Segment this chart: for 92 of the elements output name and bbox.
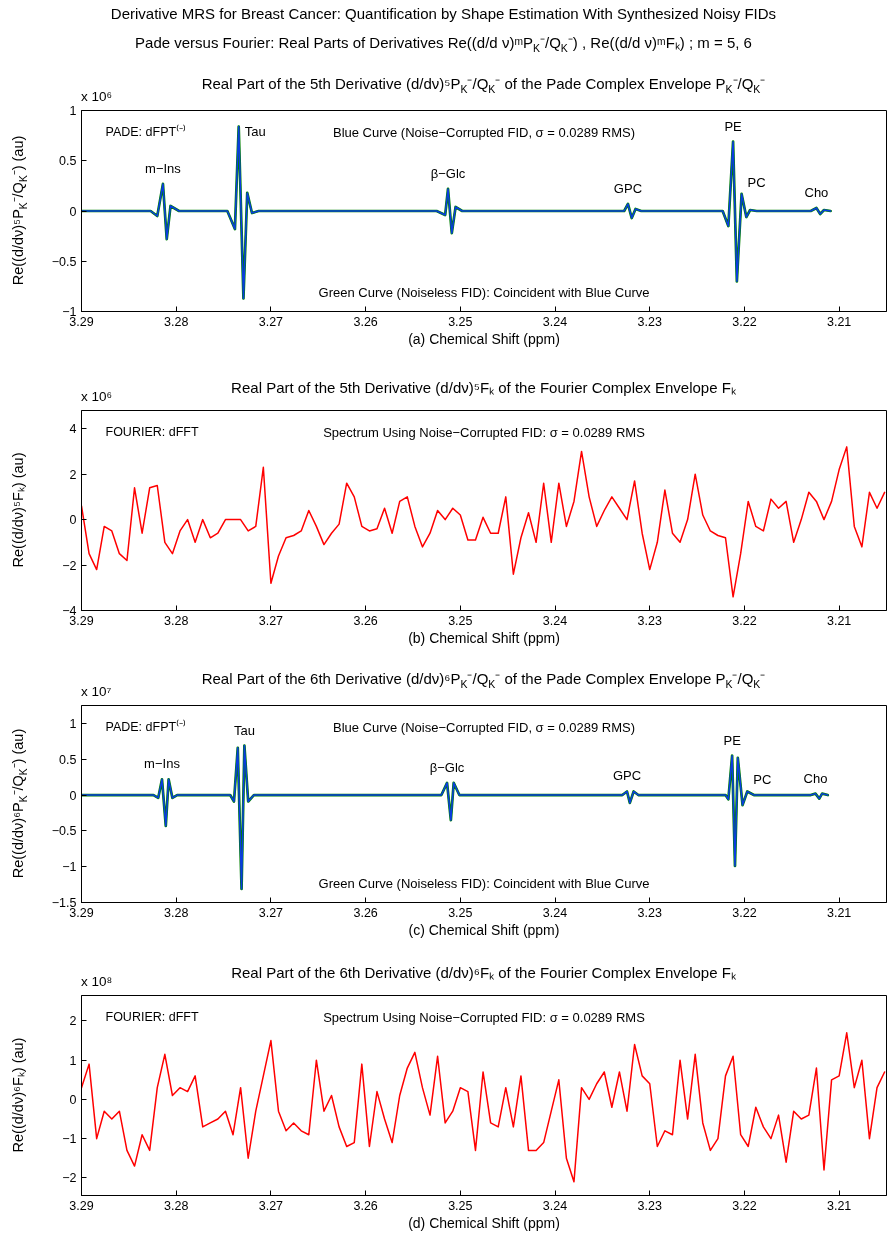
x-tick-label: 3.29 [69, 1198, 94, 1213]
x-tick-label: 3.29 [69, 613, 94, 628]
x-tick-label: 3.27 [258, 1198, 284, 1213]
annotation: PE [724, 118, 743, 134]
x-axis-title: (a) Chemical Shift (ppm) [408, 330, 560, 347]
x-tick-label: 3.23 [637, 1198, 662, 1213]
x-tick-label: 3.23 [637, 314, 662, 329]
annotation: β−Glc [429, 759, 465, 775]
x-tick-label: 3.26 [353, 314, 378, 329]
annotation: m−Ins [145, 160, 182, 176]
y-tick-label: 0 [69, 788, 77, 803]
x-tick-label: 3.27 [258, 314, 284, 329]
x-tick-label: 3.25 [448, 314, 473, 329]
x-tick-label: 3.21 [826, 314, 852, 329]
x-axis-title: (b) Chemical Shift (ppm) [408, 629, 560, 646]
x-tick-label: 3.23 [637, 613, 662, 628]
annotation: PADE: dFPT⁽⁻⁾ [105, 718, 187, 734]
annotation: m−Ins [144, 756, 181, 772]
x-tick-label: 3.25 [448, 1198, 473, 1213]
text: x 10⁸ [81, 974, 113, 990]
x-tick-label: 3.23 [637, 905, 662, 920]
text: x 10⁶ [81, 389, 113, 405]
x-tick-label: 3.21 [826, 1198, 852, 1213]
y-axis-title: Re((d/dν)⁵Fₖ) (au) [9, 451, 27, 570]
x-tick-label: 3.24 [542, 314, 568, 329]
x-tick-label: 3.29 [69, 314, 94, 329]
y-tick-label: 0 [69, 513, 77, 528]
y-axis-title: Re((d/dν)⁶Fₖ) (au) [9, 1036, 27, 1155]
annotation: FOURIER: dFFT [105, 1009, 199, 1024]
x-tick-label: 3.28 [164, 314, 189, 329]
chart-title: Derivative MRS for Breast Cancer: Quantification by Shape Estimation With Synthesized Noisy FIDs Pade versus Fourier: Real Parts of Derivatives Re((d/d ν)ᵐP$_{K}$⁻/Q$_{K}$⁻) , Re((d/d ν)ᵐFₖ) ; m = 5, 6 [109, 5, 778, 55]
annotation: β−Glc [430, 165, 466, 181]
annotation: Cho [803, 770, 828, 786]
annotation: GPC [612, 768, 642, 784]
y-tick-label: 0.5 [59, 154, 77, 169]
annotation: Spectrum Using Noise−Corrupted FID: σ = 0.0289 RMS [323, 424, 646, 440]
chart-title: Real Part of the 6th Derivative (d/dν)⁶P$_{K}$⁻/Q$_{K}$⁻ of the Pade Complex Envelope P$_{K}$⁻/Q$_{K}$⁻ [201, 670, 766, 691]
y-tick-label: −1 [62, 1132, 77, 1147]
x-tick-label: 3.26 [353, 905, 378, 920]
annotation: FOURIER: dFFT [105, 424, 199, 439]
annotation: Blue Curve (Noise−Corrupted FID, σ = 0.0289 RMS) [332, 124, 636, 140]
x-tick-label: 3.27 [258, 613, 284, 628]
x-tick-label: 3.22 [732, 314, 757, 329]
annotation: Tau [233, 722, 255, 738]
x-tick-label: 3.21 [826, 613, 852, 628]
x-tick-label: 3.24 [542, 1198, 568, 1213]
annotation: PC [747, 174, 766, 190]
chart-title: Real Part of the 6th Derivative (d/dν)⁶Fₖ of the Fourier Complex Envelope Fₖ [231, 963, 736, 981]
y-tick-label: 0 [69, 204, 77, 219]
x-tick-label: 3.26 [353, 1198, 378, 1213]
x-tick-label: 3.26 [353, 613, 378, 628]
text: x 10⁷ [81, 684, 112, 700]
x-tick-label: 3.25 [448, 613, 473, 628]
x-axis-title: (d) Chemical Shift (ppm) [408, 1214, 560, 1231]
x-tick-label: 3.25 [448, 905, 473, 920]
x-tick-label: 3.22 [732, 1198, 757, 1213]
annotation: PADE: dFPT⁽⁻⁾ [105, 123, 187, 139]
y-tick-label: −0.5 [51, 254, 77, 269]
x-tick-label: 3.24 [542, 613, 568, 628]
annotation: PC [753, 772, 772, 788]
annotation: GPC [613, 180, 643, 196]
y-tick-label: −1 [62, 860, 77, 875]
text: x 10⁶ [81, 89, 113, 105]
annotation: Spectrum Using Noise−Corrupted FID: σ = 0.0289 RMS [323, 1009, 646, 1025]
y-tick-label: 4 [69, 422, 77, 437]
annotation: Green Curve (Noiseless FID): Coincident with Blue Curve [318, 284, 650, 300]
x-tick-label: 3.21 [826, 905, 852, 920]
annotation: PE [723, 732, 742, 748]
annotation: Blue Curve (Noise−Corrupted FID, σ = 0.0289 RMS) [332, 719, 636, 735]
x-tick-label: 3.22 [732, 613, 757, 628]
annotation: Tau [244, 123, 266, 139]
y-tick-label: 0 [69, 1092, 77, 1107]
x-tick-label: 3.28 [164, 905, 189, 920]
x-tick-label: 3.22 [732, 905, 757, 920]
chart-title: Real Part of the 5th Derivative (d/dν)⁵Fₖ of the Fourier Complex Envelope Fₖ [231, 378, 736, 396]
y-tick-label: 2 [69, 467, 77, 482]
text: Real Part of the 5th Derivative (d/dν)⁵P$_{K}$⁻/Q$_{K}$⁻ of the Pade Complex Envelope P$_{K}$⁻/Q$_{K}$⁻ [201, 75, 766, 96]
x-tick-label: 3.28 [164, 1198, 189, 1213]
y-tick-label: 1 [69, 104, 77, 118]
x-axis-title: (c) Chemical Shift (ppm) [408, 921, 560, 938]
annotation: Green Curve (Noiseless FID): Coincident with Blue Curve [318, 875, 650, 891]
y-tick-label: −0.5 [51, 824, 77, 839]
annotation: Cho [804, 184, 829, 200]
x-tick-label: 3.27 [258, 905, 284, 920]
y-tick-label: −2 [62, 558, 77, 573]
y-tick-label: 2 [69, 1014, 77, 1029]
y-tick-label: −2 [62, 1171, 77, 1186]
x-tick-label: 3.24 [542, 905, 568, 920]
y-tick-label: 1 [69, 716, 77, 731]
x-tick-label: 3.28 [164, 613, 189, 628]
y-tick-label: 1 [69, 1053, 77, 1068]
y-tick-label: 0.5 [59, 752, 77, 767]
